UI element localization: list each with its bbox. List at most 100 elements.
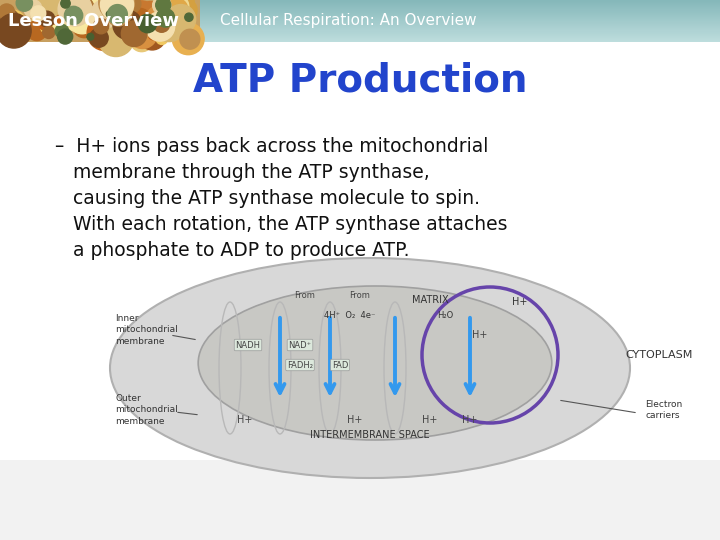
Circle shape xyxy=(138,2,163,25)
Circle shape xyxy=(153,0,171,15)
Circle shape xyxy=(148,31,158,40)
Circle shape xyxy=(76,0,93,15)
Text: H+: H+ xyxy=(347,415,363,425)
Circle shape xyxy=(124,1,158,34)
Text: –  H+ ions pass back across the mitochondrial: – H+ ions pass back across the mitochond… xyxy=(55,137,488,156)
Text: Inner
mitochondrial
membrane: Inner mitochondrial membrane xyxy=(115,314,178,346)
Text: FADH₂: FADH₂ xyxy=(287,361,313,369)
Circle shape xyxy=(166,4,196,34)
Circle shape xyxy=(120,0,138,13)
Circle shape xyxy=(130,29,153,52)
Circle shape xyxy=(39,18,52,30)
Circle shape xyxy=(169,0,194,15)
Bar xyxy=(0,21,720,23)
Bar xyxy=(0,33,720,35)
Circle shape xyxy=(89,29,108,48)
Circle shape xyxy=(58,29,73,44)
Circle shape xyxy=(0,8,14,28)
Circle shape xyxy=(166,0,189,18)
Circle shape xyxy=(78,0,110,31)
Text: From: From xyxy=(294,291,315,300)
Text: 4H⁺  O₂  4e⁻: 4H⁺ O₂ 4e⁻ xyxy=(324,310,376,320)
Circle shape xyxy=(107,11,113,17)
Circle shape xyxy=(145,11,166,32)
Text: H+: H+ xyxy=(513,297,528,307)
Text: Outer
mitochondrial
membrane: Outer mitochondrial membrane xyxy=(115,394,178,426)
Circle shape xyxy=(87,29,99,40)
Bar xyxy=(0,5,720,7)
Text: INTERMEMBRANE SPACE: INTERMEMBRANE SPACE xyxy=(310,430,430,440)
Circle shape xyxy=(77,0,87,6)
Circle shape xyxy=(0,14,31,48)
Circle shape xyxy=(99,0,135,21)
Circle shape xyxy=(24,0,42,18)
Circle shape xyxy=(40,22,53,33)
Bar xyxy=(0,2,720,4)
Text: NAD⁺: NAD⁺ xyxy=(289,341,312,349)
Bar xyxy=(0,18,720,19)
Bar xyxy=(0,16,720,17)
Circle shape xyxy=(66,0,78,10)
Circle shape xyxy=(128,19,157,49)
Text: MATRIX: MATRIX xyxy=(412,295,449,305)
Circle shape xyxy=(0,8,20,36)
Circle shape xyxy=(58,6,71,19)
Text: H+: H+ xyxy=(423,415,438,425)
Circle shape xyxy=(150,24,162,36)
Circle shape xyxy=(181,24,191,33)
Circle shape xyxy=(84,13,114,43)
Circle shape xyxy=(135,29,147,41)
Bar xyxy=(0,460,720,540)
Bar xyxy=(0,40,720,42)
Text: From: From xyxy=(350,291,370,300)
Circle shape xyxy=(167,0,188,19)
Circle shape xyxy=(17,0,32,11)
Circle shape xyxy=(101,0,134,21)
Bar xyxy=(0,19,720,21)
Circle shape xyxy=(71,0,94,19)
Text: membrane through the ATP synthase,: membrane through the ATP synthase, xyxy=(55,163,430,182)
Circle shape xyxy=(105,0,132,26)
Circle shape xyxy=(122,21,147,46)
Circle shape xyxy=(125,8,153,36)
Bar xyxy=(0,0,200,42)
Circle shape xyxy=(180,29,200,49)
Bar xyxy=(0,0,720,2)
Circle shape xyxy=(156,0,171,12)
Text: Electron
carriers: Electron carriers xyxy=(645,400,683,421)
Text: FAD: FAD xyxy=(332,361,348,369)
Bar xyxy=(0,20,720,22)
Bar xyxy=(0,31,720,33)
Bar xyxy=(0,35,720,36)
Circle shape xyxy=(153,9,185,42)
Circle shape xyxy=(67,4,97,34)
Circle shape xyxy=(27,21,47,40)
Bar xyxy=(0,28,720,29)
Ellipse shape xyxy=(110,258,630,478)
Bar xyxy=(0,6,720,8)
Text: Lesson Overview: Lesson Overview xyxy=(8,12,179,30)
Circle shape xyxy=(87,0,104,15)
Circle shape xyxy=(86,14,96,24)
Circle shape xyxy=(91,0,120,28)
Circle shape xyxy=(167,0,188,20)
Circle shape xyxy=(113,10,142,39)
Text: a phosphate to ADP to produce ATP.: a phosphate to ADP to produce ATP. xyxy=(55,241,410,260)
Circle shape xyxy=(119,5,139,26)
Circle shape xyxy=(138,14,157,33)
Circle shape xyxy=(185,13,193,22)
Circle shape xyxy=(145,12,175,41)
Circle shape xyxy=(39,0,71,24)
Circle shape xyxy=(26,0,42,10)
Text: ATP Production: ATP Production xyxy=(193,61,527,99)
Circle shape xyxy=(156,9,175,27)
Bar xyxy=(0,4,720,6)
Circle shape xyxy=(39,11,55,27)
Circle shape xyxy=(156,33,168,44)
Circle shape xyxy=(152,34,161,43)
Bar xyxy=(0,10,720,11)
Circle shape xyxy=(87,15,122,51)
Circle shape xyxy=(87,33,94,40)
Circle shape xyxy=(153,16,170,32)
Text: Cellular Respiration: An Overview: Cellular Respiration: An Overview xyxy=(220,14,477,29)
